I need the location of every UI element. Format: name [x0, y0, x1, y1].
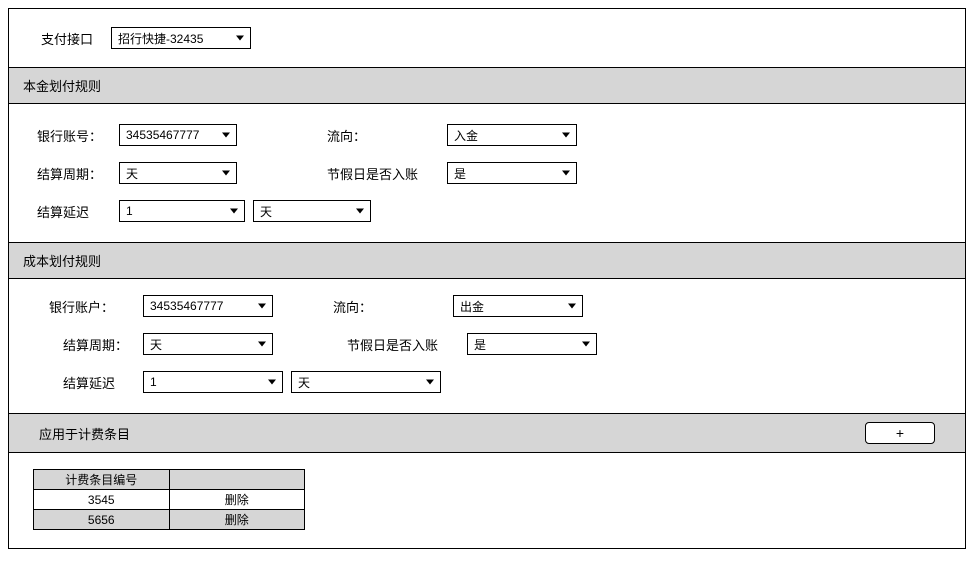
fee-row-delete[interactable]: 删除 — [169, 510, 304, 530]
cost-cycle-select[interactable]: 天 — [143, 333, 273, 355]
cost-section-body: 银行账户： 34535467777 流向： 出金 结算周期： 天 — [9, 279, 965, 413]
chevron-down-icon — [582, 342, 590, 347]
fee-row: 3545 删除 — [34, 490, 305, 510]
cost-cycle-label: 结算周期： — [63, 335, 133, 354]
add-fee-button-label: + — [896, 425, 904, 441]
cost-direction-value: 出金 — [460, 298, 484, 315]
cost-delay-unit-value: 天 — [298, 374, 310, 391]
fee-col-id: 计费条目编号 — [34, 470, 170, 490]
chevron-down-icon — [222, 133, 230, 138]
principal-direction-label: 流向： — [327, 126, 397, 145]
principal-delay-unit-select[interactable]: 天 — [253, 200, 371, 222]
principal-section-body: 银行账号： 34535467777 流向： 入金 结算周期： 天 — [9, 104, 965, 242]
fee-table: 计费条目编号 3545 删除 5656 删除 — [33, 469, 305, 530]
fee-row: 5656 删除 — [34, 510, 305, 530]
cost-direction-label: 流向： — [333, 297, 403, 316]
principal-delay-select[interactable]: 1 — [119, 200, 245, 222]
principal-section-header: 本金划付规则 — [9, 67, 965, 104]
cost-delay-unit-select[interactable]: 天 — [291, 371, 441, 393]
chevron-down-icon — [236, 36, 244, 41]
fee-col-action — [169, 470, 304, 490]
chevron-down-icon — [222, 171, 230, 176]
chevron-down-icon — [356, 209, 364, 214]
chevron-down-icon — [568, 304, 576, 309]
cost-section-title: 成本划付规则 — [23, 251, 101, 270]
principal-bank-label: 银行账号： — [37, 126, 107, 145]
fee-section-title: 应用于计费条目 — [39, 424, 130, 443]
cost-delay-label: 结算延迟 — [63, 373, 133, 392]
cost-cycle-value: 天 — [150, 336, 162, 353]
cost-delay-value: 1 — [150, 375, 157, 389]
principal-holiday-value: 是 — [454, 165, 466, 182]
cost-bank-select[interactable]: 34535467777 — [143, 295, 273, 317]
interface-select-value: 招行快捷-32435 — [118, 30, 203, 47]
cost-section-header: 成本划付规则 — [9, 242, 965, 279]
principal-delay-value: 1 — [126, 204, 133, 218]
principal-delay-unit-value: 天 — [260, 203, 272, 220]
fee-section-header: 应用于计费条目 + — [9, 413, 965, 453]
chevron-down-icon — [268, 380, 276, 385]
cost-direction-select[interactable]: 出金 — [453, 295, 583, 317]
interface-select[interactable]: 招行快捷-32435 — [111, 27, 251, 49]
cost-holiday-value: 是 — [474, 336, 486, 353]
chevron-down-icon — [258, 342, 266, 347]
chevron-down-icon — [562, 133, 570, 138]
cost-holiday-label: 节假日是否入账 — [347, 335, 457, 354]
principal-holiday-select[interactable]: 是 — [447, 162, 577, 184]
principal-cycle-label: 结算周期： — [37, 164, 107, 183]
principal-holiday-label: 节假日是否入账 — [327, 164, 437, 183]
principal-cycle-value: 天 — [126, 165, 138, 182]
cost-bank-value: 34535467777 — [150, 299, 223, 313]
principal-bank-select[interactable]: 34535467777 — [119, 124, 237, 146]
chevron-down-icon — [562, 171, 570, 176]
cost-holiday-select[interactable]: 是 — [467, 333, 597, 355]
chevron-down-icon — [258, 304, 266, 309]
principal-direction-select[interactable]: 入金 — [447, 124, 577, 146]
principal-bank-value: 34535467777 — [126, 128, 199, 142]
principal-section-title: 本金划付规则 — [23, 76, 101, 95]
cost-bank-label: 银行账户： — [49, 297, 119, 316]
add-fee-button[interactable]: + — [865, 422, 935, 444]
top-row: 支付接口 招行快捷-32435 — [9, 9, 965, 67]
fee-table-header-row: 计费条目编号 — [34, 470, 305, 490]
principal-cycle-select[interactable]: 天 — [119, 162, 237, 184]
chevron-down-icon — [230, 209, 238, 214]
settlement-rules-panel: 支付接口 招行快捷-32435 本金划付规则 银行账号： 34535467777… — [8, 8, 966, 549]
fee-row-delete[interactable]: 删除 — [169, 490, 304, 510]
fee-row-id: 5656 — [34, 510, 170, 530]
interface-label: 支付接口 — [41, 29, 99, 48]
fee-table-wrap: 计费条目编号 3545 删除 5656 删除 — [9, 453, 965, 548]
principal-direction-value: 入金 — [454, 127, 478, 144]
chevron-down-icon — [426, 380, 434, 385]
cost-delay-select[interactable]: 1 — [143, 371, 283, 393]
fee-row-id: 3545 — [34, 490, 170, 510]
principal-delay-label: 结算延迟 — [37, 202, 107, 221]
